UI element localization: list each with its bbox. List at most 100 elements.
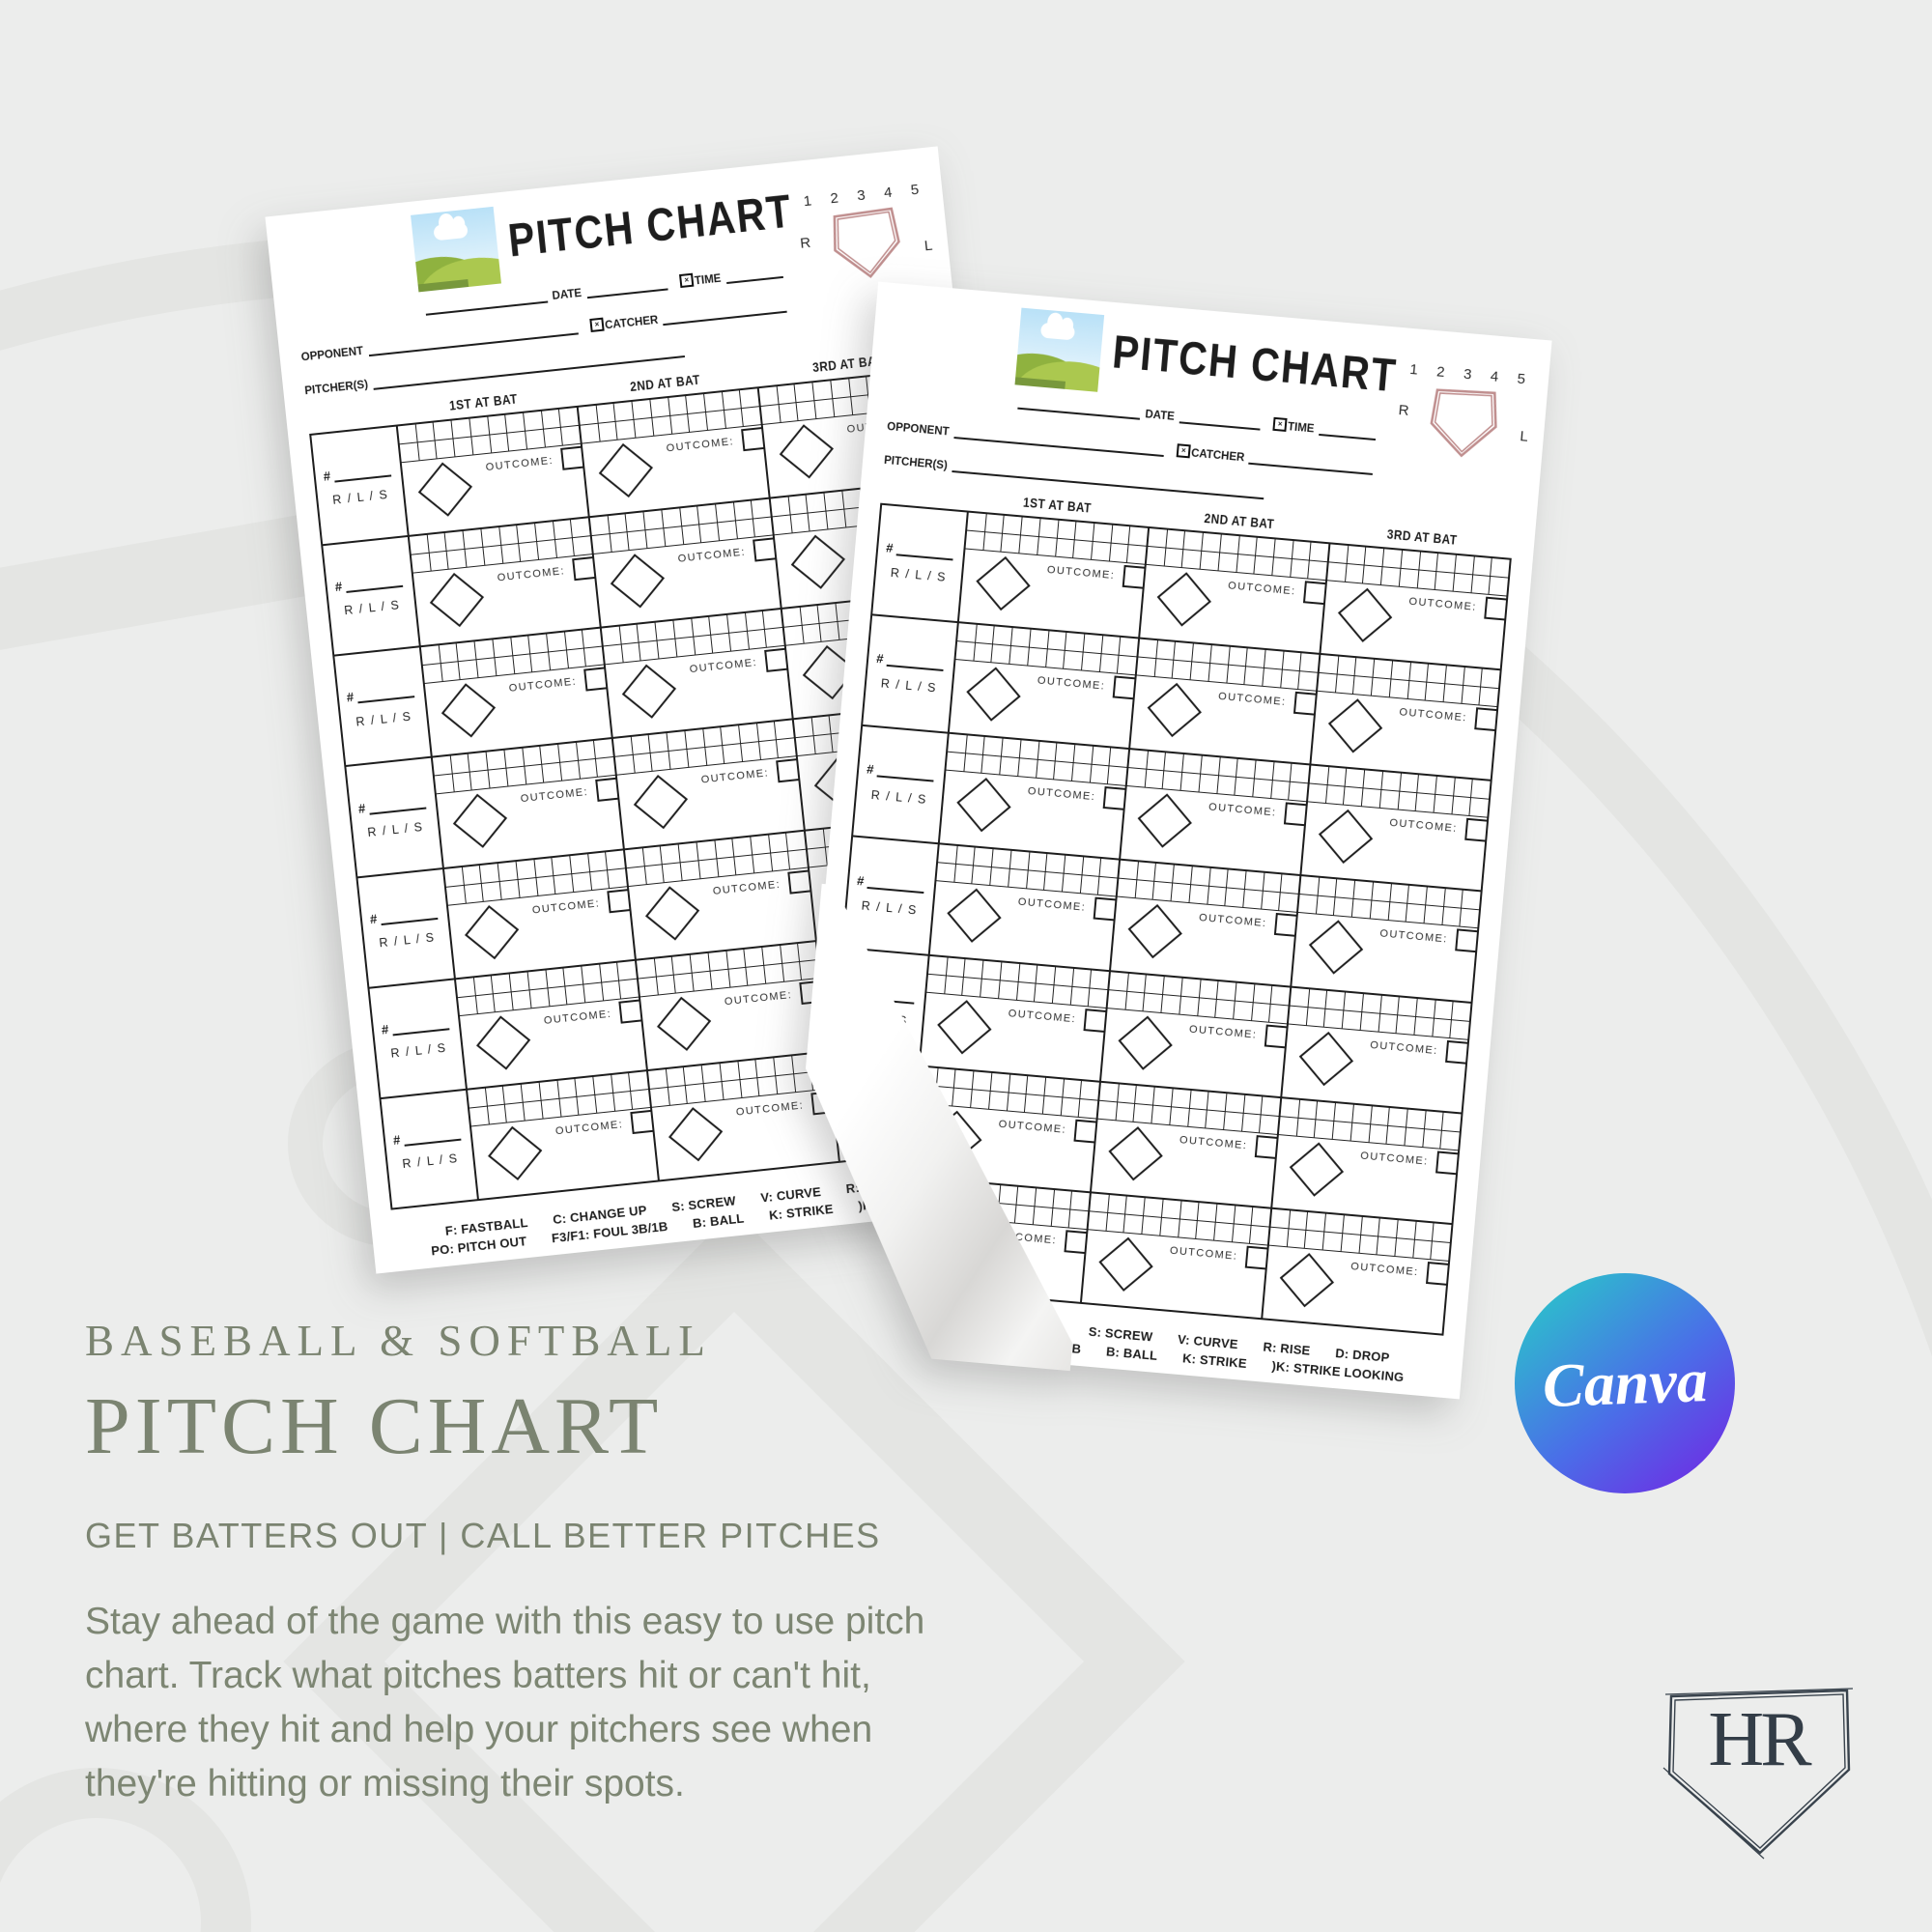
pitch-square bbox=[1154, 659, 1174, 679]
batter-number-label: # bbox=[856, 872, 866, 889]
pitch-square bbox=[989, 1092, 1009, 1112]
pitch-square bbox=[643, 510, 665, 531]
at-bat-header-label: 3RD AT BAT bbox=[1385, 526, 1458, 548]
pitch-square bbox=[1163, 977, 1182, 997]
pitch-square bbox=[781, 608, 803, 629]
pitch-square bbox=[570, 853, 590, 874]
pitch-square bbox=[1262, 892, 1281, 912]
pitch-square bbox=[1234, 1001, 1253, 1021]
pitch-square bbox=[1481, 669, 1499, 689]
pitch-square bbox=[1343, 1010, 1362, 1031]
hit-location-diamond bbox=[956, 778, 1010, 832]
hit-location-diamond bbox=[1098, 1236, 1152, 1291]
pitch-square bbox=[1043, 1095, 1063, 1116]
date-label: DATE bbox=[1144, 409, 1176, 423]
zone-number: 3 bbox=[856, 186, 867, 205]
pitch-square bbox=[669, 413, 691, 435]
extra-pitch-square bbox=[572, 556, 597, 582]
pitch-square bbox=[546, 968, 566, 989]
pitch-square bbox=[1146, 975, 1165, 995]
pitch-square bbox=[946, 753, 965, 773]
pitch-square bbox=[1196, 1221, 1215, 1241]
pitch-square bbox=[587, 851, 609, 872]
pitch-square bbox=[558, 743, 579, 764]
pitch-square bbox=[1147, 752, 1166, 772]
pitch-square bbox=[831, 379, 851, 400]
pitch-square bbox=[681, 525, 702, 546]
pitch-square bbox=[1217, 981, 1236, 1002]
pitch-square bbox=[593, 1074, 613, 1095]
field-line bbox=[1319, 422, 1377, 440]
pitch-square bbox=[690, 952, 711, 974]
pitch-square bbox=[650, 397, 670, 418]
pitch-square bbox=[965, 531, 984, 552]
pitch-square bbox=[790, 513, 810, 534]
pitch-square bbox=[954, 1069, 974, 1090]
field-line bbox=[1179, 410, 1262, 430]
at-bat-header-label: 2ND AT BAT bbox=[629, 371, 701, 395]
pitch-square bbox=[493, 638, 513, 659]
pitch-square bbox=[1473, 556, 1492, 577]
pitch-square bbox=[1082, 858, 1101, 878]
pitch-square bbox=[1182, 550, 1202, 570]
pitch-square bbox=[565, 984, 586, 1006]
pitch-square bbox=[802, 624, 823, 644]
pitch-square bbox=[1262, 1096, 1280, 1116]
pitch-square bbox=[1444, 890, 1463, 910]
pitch-square bbox=[644, 864, 666, 885]
at-bat-cell: OUTCOME: bbox=[950, 623, 1140, 748]
pitch-square bbox=[1419, 553, 1438, 573]
pitch-square bbox=[1235, 778, 1254, 798]
pitch-square bbox=[1414, 1017, 1434, 1037]
pitch-square bbox=[1380, 995, 1400, 1015]
pitch-square bbox=[746, 965, 767, 986]
zone-number: 1 bbox=[802, 192, 813, 211]
pitch-square bbox=[485, 1086, 506, 1107]
pitch-square bbox=[1020, 741, 1039, 761]
pitch-square bbox=[1147, 547, 1166, 567]
pitch-square bbox=[993, 627, 1012, 647]
pitch-square bbox=[781, 961, 803, 982]
pitch-square bbox=[505, 412, 526, 434]
pitch-square bbox=[612, 737, 634, 758]
pitch-square bbox=[1236, 982, 1255, 1003]
at-bat-cell: OUTCOME: bbox=[612, 720, 806, 848]
pitch-square bbox=[529, 988, 550, 1009]
pitch-square bbox=[1079, 1099, 1097, 1119]
pitch-square bbox=[1355, 658, 1375, 678]
hit-location-diamond bbox=[621, 664, 677, 720]
pitch-square bbox=[1089, 1211, 1108, 1232]
hit-location-diamond bbox=[1148, 683, 1202, 737]
pitch-square bbox=[488, 769, 509, 789]
sheet-title-text: PITCH CHART bbox=[1110, 327, 1400, 403]
pitch-square bbox=[1106, 1213, 1125, 1234]
pitch-square bbox=[1047, 632, 1066, 652]
extra-pitch-square bbox=[1113, 676, 1137, 700]
pitch-square bbox=[422, 664, 443, 685]
pitch-square bbox=[1353, 881, 1373, 901]
hit-location-diamond bbox=[429, 573, 485, 628]
extra-pitch-square bbox=[1284, 803, 1308, 827]
pitch-square bbox=[1111, 526, 1130, 546]
pitch-square bbox=[672, 954, 693, 976]
pitch-square bbox=[1148, 528, 1167, 549]
pitch-square bbox=[1051, 1208, 1070, 1229]
pitch-square bbox=[1127, 768, 1147, 788]
pitch-square bbox=[610, 532, 631, 554]
pitch-square bbox=[1188, 1109, 1208, 1129]
at-bat-cell: OUTCOME: bbox=[432, 739, 625, 867]
catcher-label: CATCHER bbox=[604, 314, 659, 332]
pitch-square bbox=[1292, 541, 1311, 561]
pitch-square bbox=[973, 1071, 992, 1092]
pitch-square bbox=[1001, 962, 1020, 982]
zone-number: 2 bbox=[1435, 363, 1446, 382]
at-bat-cell: OUTCOME: bbox=[1301, 766, 1490, 891]
pitch-square bbox=[652, 415, 672, 437]
pitch-square bbox=[638, 622, 658, 643]
at-bat-cell-body: OUTCOME: bbox=[1092, 1119, 1277, 1207]
batter-label-cell: #R / L / S bbox=[346, 757, 444, 876]
outcome-label: OUTCOME: bbox=[1398, 706, 1468, 724]
extra-pitch-square bbox=[1084, 1009, 1108, 1033]
pitch-square bbox=[1173, 661, 1192, 681]
pitch-square bbox=[751, 835, 771, 856]
